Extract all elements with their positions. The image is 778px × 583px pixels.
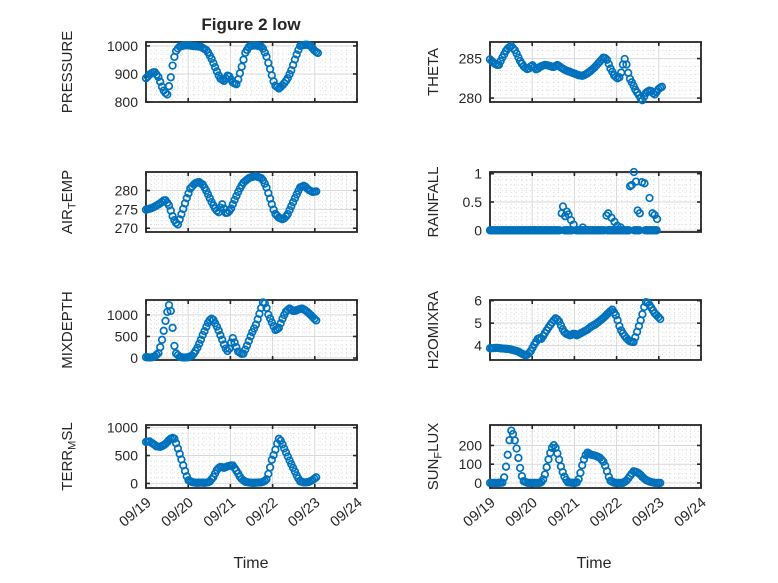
major-grid (490, 425, 701, 488)
x-tick-label: 09/20 (159, 495, 197, 531)
x-tick-label: 09/23 (629, 495, 667, 531)
scatter-markers (141, 172, 321, 229)
subplot-theta: 280 285 THETA (425, 41, 702, 106)
y-axis-label: MIXDEPTH (59, 291, 76, 369)
scatter-markers (485, 298, 665, 360)
y-tick-label: 1000 (107, 307, 138, 323)
y-tick-label: 1 (474, 166, 482, 182)
tick-marks (145, 425, 358, 488)
y-tick-label: 280 (459, 90, 483, 106)
x-tick-label: 09/21 (201, 495, 239, 531)
y-axis-label: H2OMIXRA (425, 291, 442, 369)
tick-marks (489, 299, 702, 360)
axes-box (489, 424, 702, 489)
axes-box (489, 299, 702, 361)
y-tick-label: 270 (115, 220, 139, 236)
tick-marks (145, 172, 358, 232)
y-tick-label: 1000 (107, 38, 138, 54)
x-tick-label: 09/20 (503, 495, 541, 531)
y-tick-label: 900 (115, 66, 139, 82)
y-tick-label: 280 (115, 182, 139, 198)
scatter-markers (485, 167, 662, 235)
y-axis-label: RAINFALL (425, 167, 442, 238)
subplot-h2omixra: 4 5 6 H2OMIXRA (425, 291, 702, 369)
axes-box (145, 171, 358, 233)
y-tick-label: 200 (459, 437, 483, 453)
y-tick-label: 0 (474, 475, 482, 491)
scatter-markers (485, 426, 665, 488)
axes-box (489, 41, 702, 103)
y-axis-label: SUNFLUX (425, 423, 445, 491)
x-tick-label: 09/22 (587, 495, 625, 531)
subplot-pressure: 800 900 1000 PRESSURE (59, 31, 358, 114)
x-tick-label: 09/19 (460, 495, 498, 531)
y-tick-label: 4 (474, 338, 482, 354)
x-tick-label: 09/22 (243, 495, 281, 531)
subplot-sun-flux: 0 100 200 SUNFLUX 09/19 09/20 09/21 09/22 09/23 0… (425, 423, 710, 531)
scatter-markers (141, 40, 323, 99)
x-tick-label: 09/21 (545, 495, 583, 531)
y-tick-label: 275 (115, 201, 139, 217)
y-tick-label: 0.5 (463, 194, 483, 210)
subplot-air-temp: 270 275 280 AIRTEMP (59, 170, 358, 236)
axes-box (145, 299, 358, 361)
y-tick-label: 6 (474, 293, 482, 309)
y-tick-label: 500 (115, 448, 139, 464)
scatter-markers (485, 41, 667, 105)
y-axis-label: THETA (425, 48, 442, 96)
figure-title: Figure 2 low (201, 15, 301, 34)
y-tick-label: 0 (474, 222, 482, 238)
x-tick-label: 09/19 (116, 495, 154, 531)
scatter-markers (141, 298, 321, 362)
y-tick-label: 1000 (107, 420, 138, 436)
minor-grid (146, 425, 357, 488)
y-axis-label: TERRMSL (59, 422, 79, 490)
subplot-rainfall: 0 0.5 1 RAINFALL (425, 166, 702, 238)
scatter-markers (141, 433, 321, 487)
y-tick-label: 800 (115, 94, 139, 110)
x-axis-label-left: Time (234, 555, 269, 572)
y-tick-label: 5 (474, 315, 482, 331)
axes-box (145, 424, 358, 489)
y-axis-label: PRESSURE (59, 31, 76, 114)
subplot-terr-msl: 0 500 1000 TERRMSL 09/19 09/20 09/21 09/22 09/23… (59, 420, 366, 531)
y-tick-label: 0 (130, 475, 138, 491)
y-tick-label: 500 (115, 328, 139, 344)
y-tick-label: 100 (459, 456, 483, 472)
x-tick-label: 09/24 (327, 495, 365, 531)
subplot-mixdepth: 0 500 1000 MIXDEPTH (59, 291, 358, 369)
y-tick-label: 285 (459, 51, 483, 67)
x-axis-label-right: Time (577, 555, 612, 572)
y-tick-label: 0 (130, 350, 138, 366)
x-tick-label: 09/24 (671, 495, 709, 531)
y-axis-label: AIRTEMP (59, 170, 79, 234)
x-tick-label: 09/23 (285, 495, 323, 531)
